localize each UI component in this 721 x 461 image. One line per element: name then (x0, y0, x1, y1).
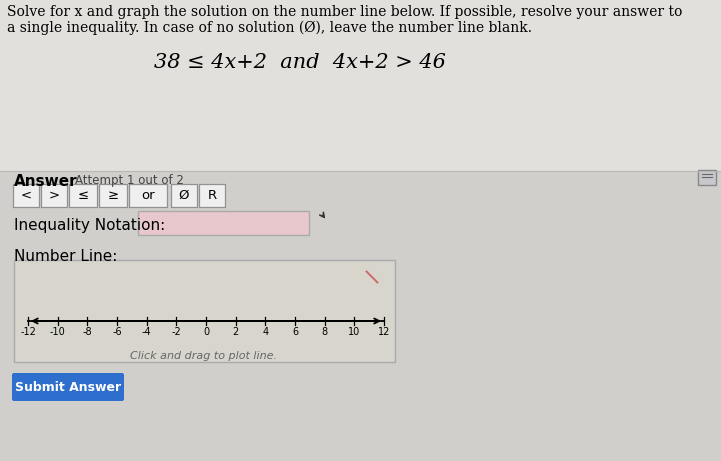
FancyBboxPatch shape (698, 170, 716, 185)
FancyBboxPatch shape (14, 260, 394, 361)
Text: Attempt 1 out of 2: Attempt 1 out of 2 (75, 174, 184, 187)
Text: 12: 12 (378, 327, 390, 337)
Text: -2: -2 (172, 327, 181, 337)
Text: 0: 0 (203, 327, 209, 337)
Text: -12: -12 (20, 327, 36, 337)
Text: 10: 10 (348, 327, 360, 337)
FancyBboxPatch shape (99, 184, 127, 207)
Text: 38 ≤ 4x+2  and  4x+2 > 46: 38 ≤ 4x+2 and 4x+2 > 46 (154, 53, 446, 72)
Text: <: < (20, 189, 32, 202)
FancyBboxPatch shape (13, 184, 39, 207)
Text: Solve for x and graph the solution on the number line below. If possible, resolv: Solve for x and graph the solution on th… (7, 5, 682, 19)
Text: Answer: Answer (14, 174, 78, 189)
Text: 4: 4 (262, 327, 268, 337)
Text: a single inequality. In case of no solution (Ø), leave the number line blank.: a single inequality. In case of no solut… (7, 21, 532, 35)
Text: R: R (208, 189, 216, 202)
FancyBboxPatch shape (199, 184, 225, 207)
FancyBboxPatch shape (0, 171, 721, 461)
Text: Number Line:: Number Line: (14, 249, 118, 264)
FancyBboxPatch shape (129, 184, 167, 207)
FancyBboxPatch shape (12, 373, 124, 401)
Text: or: or (141, 189, 155, 202)
Text: Ø: Ø (179, 189, 189, 202)
Text: Inequality Notation:: Inequality Notation: (14, 218, 165, 233)
Text: -8: -8 (82, 327, 92, 337)
Text: Click and drag to plot line.: Click and drag to plot line. (131, 351, 278, 361)
FancyBboxPatch shape (41, 184, 67, 207)
Text: 2: 2 (233, 327, 239, 337)
FancyBboxPatch shape (69, 184, 97, 207)
FancyBboxPatch shape (0, 0, 721, 171)
Text: 8: 8 (322, 327, 328, 337)
Text: -6: -6 (112, 327, 122, 337)
FancyBboxPatch shape (138, 212, 309, 236)
Text: 6: 6 (292, 327, 298, 337)
FancyBboxPatch shape (171, 184, 197, 207)
Text: ≤: ≤ (77, 189, 89, 202)
Text: -10: -10 (50, 327, 66, 337)
Text: Submit Answer: Submit Answer (15, 380, 121, 394)
Text: >: > (48, 189, 60, 202)
Text: ≥: ≥ (107, 189, 118, 202)
Text: -4: -4 (142, 327, 151, 337)
